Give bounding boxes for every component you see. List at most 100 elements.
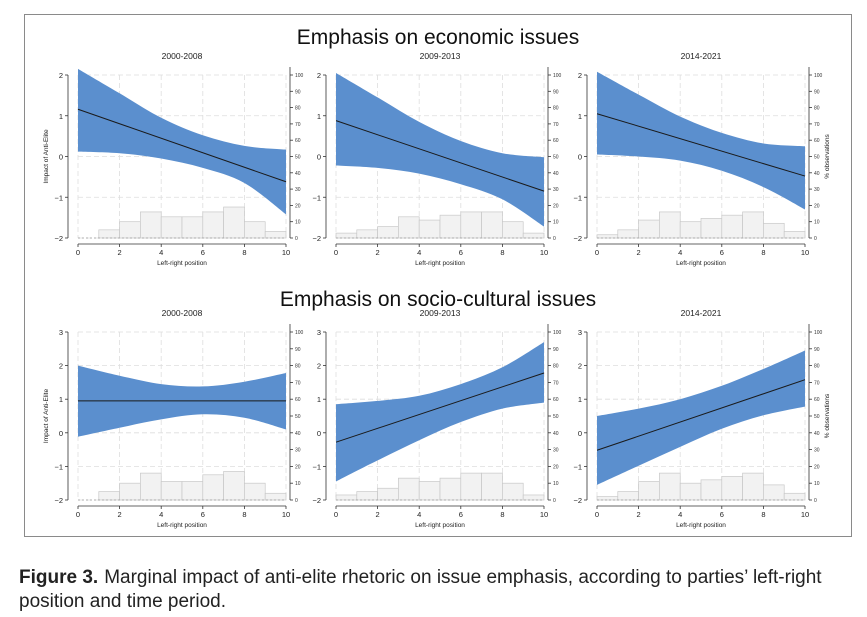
y2-tick-label: 50 <box>295 155 301 161</box>
hist-bar <box>638 481 660 501</box>
hist-bar <box>783 492 806 501</box>
y2-tick-label: 80 <box>553 106 559 112</box>
confidence-band <box>597 71 805 210</box>
x-axis-label: Left-right position <box>676 522 726 529</box>
y-axis-label: Impact of Anti-Elite <box>43 389 50 444</box>
y-tick-label: −1 <box>54 193 63 202</box>
y-tick-label: 0 <box>59 153 63 162</box>
y2-tick-label: 90 <box>553 89 559 95</box>
confidence-band <box>597 350 805 485</box>
y2-tick-label: 10 <box>814 220 820 226</box>
x-tick-label: 10 <box>801 248 809 257</box>
hist-bar <box>98 229 120 239</box>
y2-axis-label: % observations <box>824 134 831 179</box>
y2-tick-label: 100 <box>814 73 823 79</box>
panel-title: 2014-2021 <box>681 308 722 318</box>
y2-tick-label: 20 <box>553 464 559 470</box>
x-tick-label: 6 <box>201 248 205 257</box>
x-tick-label: 6 <box>459 248 463 257</box>
figure-caption: Figure 3. Marginal impact of anti-elite r… <box>19 566 849 614</box>
y2-tick-label: 100 <box>295 73 304 79</box>
x-tick-label: 8 <box>761 510 765 519</box>
y2-tick-label: 0 <box>553 236 556 242</box>
marginal-effect-line <box>596 379 806 451</box>
hist-bar <box>481 472 503 501</box>
hist-bar <box>700 218 723 239</box>
x-tick-label: 4 <box>417 510 421 519</box>
y2-tick-label: 100 <box>553 330 562 336</box>
hist-bar <box>659 472 681 501</box>
y2-tick-label: 10 <box>553 220 559 226</box>
y-axis-label: Impact of Anti-Elite <box>43 129 50 184</box>
y2-tick-label: 60 <box>295 138 301 144</box>
y2-tick-label: 60 <box>295 397 301 403</box>
y-tick-label: −2 <box>573 496 582 505</box>
y-tick-label: 2 <box>59 362 63 371</box>
y-tick-label: −1 <box>312 462 321 471</box>
hist-bar <box>223 206 245 239</box>
hist-bar <box>638 219 660 239</box>
y2-tick-label: 60 <box>814 397 820 403</box>
marginal-effect-line <box>596 113 806 177</box>
hist-bar <box>700 479 723 501</box>
hist-bar <box>721 214 743 239</box>
figure-caption-text: Marginal impact of anti-elite rhetoric o… <box>19 567 822 612</box>
hist-bar <box>119 482 141 501</box>
x-tick-label: 10 <box>540 248 548 257</box>
hist-bar <box>617 229 639 239</box>
y-tick-label: −2 <box>312 496 321 505</box>
y2-tick-label: 50 <box>553 155 559 161</box>
y2-tick-label: 30 <box>295 187 301 193</box>
confidence-band <box>336 73 544 227</box>
y-tick-label: −2 <box>573 234 582 243</box>
hist-bar <box>460 472 482 501</box>
hist-bar <box>335 494 358 501</box>
y2-tick-label: 70 <box>814 380 820 386</box>
marginal-effect-line <box>77 108 287 183</box>
y2-tick-label: 70 <box>553 380 559 386</box>
figure-frame <box>24 14 852 537</box>
y-tick-label: 2 <box>317 362 321 371</box>
hist-bar <box>502 482 524 501</box>
x-tick-label: 4 <box>678 248 682 257</box>
hist-bar <box>140 211 162 239</box>
y2-tick-label: 90 <box>295 89 301 95</box>
x-tick-label: 4 <box>417 248 421 257</box>
y2-tick-label: 90 <box>814 347 820 353</box>
hist-bar <box>742 472 764 501</box>
y2-tick-label: 50 <box>553 414 559 420</box>
hist-bar <box>398 216 420 239</box>
x-tick-label: 6 <box>720 510 724 519</box>
hist-bar <box>679 482 702 501</box>
y2-tick-label: 50 <box>295 414 301 420</box>
x-tick-label: 4 <box>159 510 163 519</box>
y2-tick-label: 30 <box>553 448 559 454</box>
x-tick-label: 2 <box>118 510 122 519</box>
hist-bar <box>335 232 358 239</box>
panel-title: 2009-2013 <box>420 51 461 61</box>
hist-bar <box>522 232 545 239</box>
y-tick-label: 3 <box>578 328 582 337</box>
hist-bar <box>98 491 120 501</box>
hist-bar <box>502 221 524 239</box>
hist-bar <box>439 477 462 501</box>
y-tick-label: 1 <box>317 112 321 121</box>
y2-tick-label: 40 <box>295 431 301 437</box>
x-tick-label: 4 <box>678 510 682 519</box>
y2-tick-label: 20 <box>553 203 559 209</box>
x-tick-label: 6 <box>459 510 463 519</box>
y2-tick-label: 100 <box>295 330 304 336</box>
hist-bar <box>356 229 378 239</box>
hist-bar <box>264 231 287 239</box>
panel-title: 2009-2013 <box>420 308 461 318</box>
y2-tick-label: 100 <box>814 330 823 336</box>
y2-tick-label: 100 <box>553 73 562 79</box>
y2-tick-label: 10 <box>295 220 301 226</box>
y2-tick-label: 80 <box>553 364 559 370</box>
y2-tick-label: 30 <box>553 187 559 193</box>
marginal-effect-line <box>335 372 545 443</box>
y2-tick-label: 70 <box>814 122 820 128</box>
